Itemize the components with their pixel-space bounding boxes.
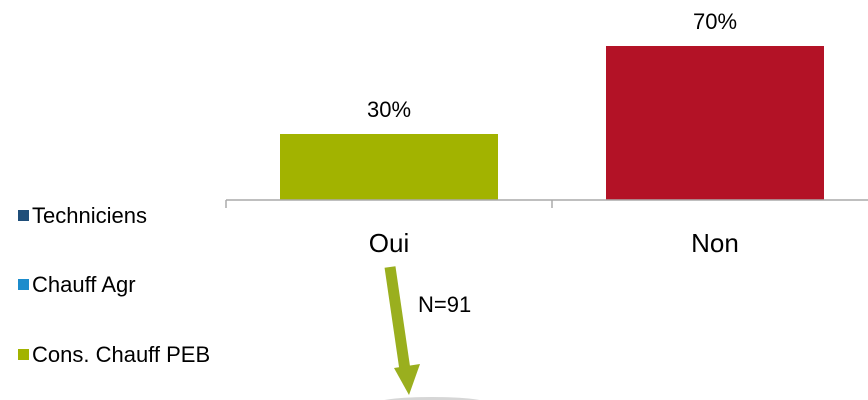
- legend-swatch-chauff-agr: [18, 279, 29, 290]
- bar-oui: [280, 134, 498, 200]
- category-label-non: Non: [691, 228, 739, 258]
- value-label-non: 70%: [693, 9, 737, 34]
- legend-swatch-cons-chauff-peb: [18, 349, 29, 360]
- legend-label-chauff-agr: Chauff Agr: [32, 272, 136, 297]
- bar-non: [606, 46, 824, 200]
- legend-label-techniciens: Techniciens: [32, 203, 147, 228]
- value-label-oui: 30%: [367, 97, 411, 122]
- annotation-sample-size: N=91: [418, 292, 471, 317]
- annotation-arrow-head: [394, 364, 420, 395]
- legend-swatch-techniciens: [18, 210, 29, 221]
- legend-label-cons-chauff-peb: Cons. Chauff PEB: [32, 342, 211, 367]
- category-label-oui: Oui: [369, 228, 409, 258]
- decorative-ellipse: [384, 397, 480, 400]
- annotation-arrow-shaft: [384, 266, 411, 371]
